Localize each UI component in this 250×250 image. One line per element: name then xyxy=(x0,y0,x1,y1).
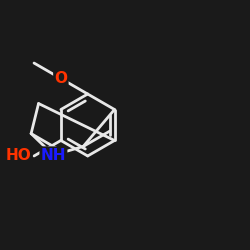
Text: HO: HO xyxy=(6,148,31,164)
Text: O: O xyxy=(54,71,67,86)
Text: NH: NH xyxy=(41,148,66,162)
